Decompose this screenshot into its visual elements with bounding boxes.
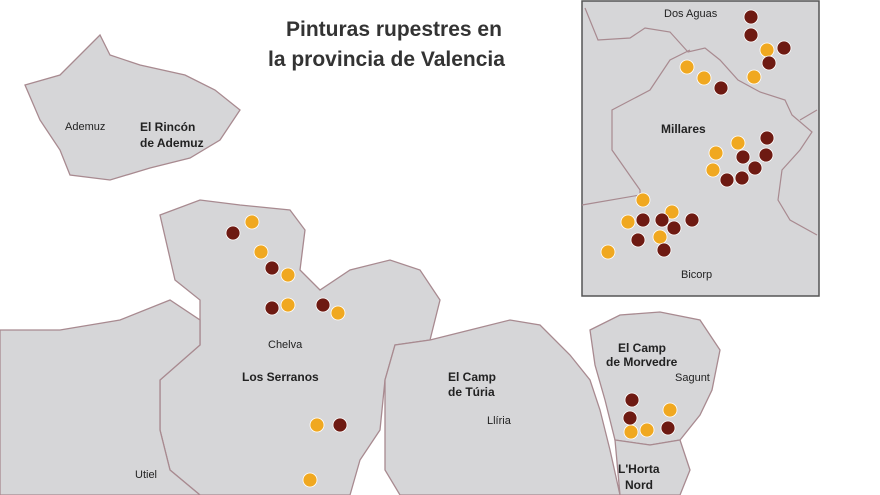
region-rincon-de-ademuz [24, 33, 241, 181]
rock-painting-marker-light [309, 417, 325, 433]
rock-painting-marker-dark [759, 130, 775, 146]
rock-painting-marker-dark [264, 300, 280, 316]
markers [225, 9, 792, 488]
town-utiel: Utiel [135, 469, 157, 481]
rock-painting-marker-light [759, 42, 775, 58]
rock-painting-marker-dark [622, 410, 638, 426]
rock-painting-marker-light [280, 297, 296, 313]
inset-town-bicorp: Bicorp [681, 269, 712, 281]
town-chelva: Chelva [268, 339, 303, 351]
rock-painting-marker-light [302, 472, 318, 488]
rock-painting-marker-dark [656, 242, 672, 258]
rock-painting-marker-light [253, 244, 269, 260]
region-label-serranos: Los Serranos [242, 370, 319, 384]
rock-painting-marker-dark [660, 420, 676, 436]
rock-painting-marker-dark [630, 232, 646, 248]
rock-painting-marker-light [620, 214, 636, 230]
region-camp-de-morvedre [589, 311, 721, 446]
region-label-morvedre-2: de Morvedre [606, 355, 678, 369]
rock-painting-marker-dark [735, 149, 751, 165]
rock-painting-marker-dark [315, 297, 331, 313]
rock-painting-marker-light [664, 204, 680, 220]
rock-painting-marker-light [330, 305, 346, 321]
inset-town-millares: Millares [661, 122, 706, 136]
town-sagunt: Sagunt [675, 372, 710, 384]
region-label-horta-nord-1: L'Horta [618, 462, 660, 476]
region-label-rincon-2: de Ademuz [140, 136, 204, 150]
rock-painting-marker-light [600, 244, 616, 260]
town-lliria: Llíria [487, 415, 512, 427]
rock-painting-marker-light [708, 145, 724, 161]
rock-painting-marker-light [696, 70, 712, 86]
rock-painting-marker-dark [713, 80, 729, 96]
rock-painting-marker-light [652, 229, 668, 245]
rock-painting-marker-dark [734, 170, 750, 186]
region-label-rincon-1: El Rincón [140, 120, 195, 134]
rock-painting-marker-dark [743, 27, 759, 43]
rock-painting-marker-light [662, 402, 678, 418]
rock-painting-marker-light [635, 192, 651, 208]
region-label-horta-nord-2: Nord [625, 478, 653, 492]
rock-painting-marker-dark [743, 9, 759, 25]
rock-painting-marker-light [730, 135, 746, 151]
rock-painting-marker-dark [225, 225, 241, 241]
rock-painting-marker-dark [776, 40, 792, 56]
rock-painting-marker-dark [654, 212, 670, 228]
inset-town-dos-aguas: Dos Aguas [664, 8, 718, 20]
town-ademuz: Ademuz [65, 121, 105, 133]
rock-painting-marker-light [679, 59, 695, 75]
rock-painting-marker-dark [264, 260, 280, 276]
rock-painting-marker-light [639, 422, 655, 438]
region-label-camp-turia-1: El Camp [448, 370, 496, 384]
region-label-morvedre-1: El Camp [618, 341, 666, 355]
rock-painting-marker-light [705, 162, 721, 178]
region-west [0, 299, 202, 495]
region-camp-de-turia [384, 319, 621, 495]
region-label-camp-turia-2: de Túria [448, 385, 495, 399]
rock-painting-marker-dark [758, 147, 774, 163]
region-horta-nord [614, 439, 691, 495]
rock-painting-marker-dark [719, 172, 735, 188]
rock-painting-marker-dark [635, 212, 651, 228]
rock-painting-marker-light [623, 424, 639, 440]
rock-painting-marker-light [244, 214, 260, 230]
rock-painting-marker-light [280, 267, 296, 283]
map-title-line2: la provincia de Valencia [268, 48, 505, 71]
rock-painting-marker-dark [624, 392, 640, 408]
map-title-line1: Pinturas rupestres en [286, 18, 502, 41]
rock-painting-marker-dark [761, 55, 777, 71]
rock-painting-marker-dark [747, 160, 763, 176]
rock-painting-marker-light [746, 69, 762, 85]
rock-painting-marker-dark [684, 212, 700, 228]
rock-painting-marker-dark [332, 417, 348, 433]
rock-painting-marker-dark [666, 220, 682, 236]
